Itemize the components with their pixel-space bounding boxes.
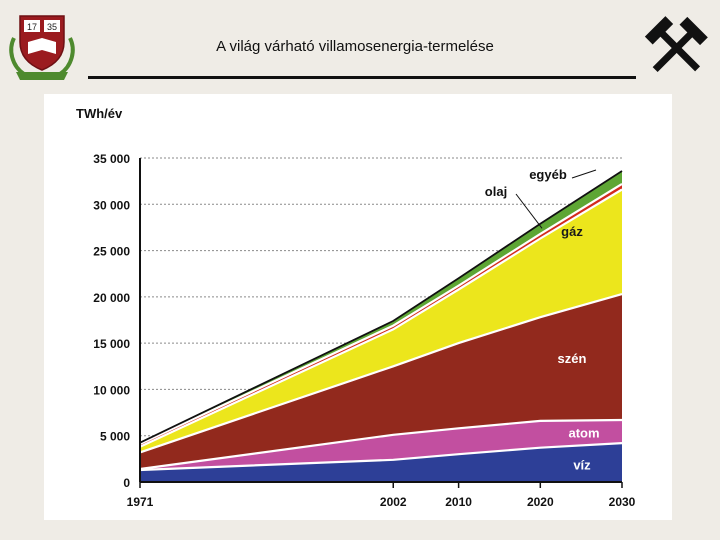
series-boundaries [139, 170, 623, 472]
leader-line-egyeb [571, 169, 597, 179]
boundary-szén [139, 293, 623, 454]
y-tick-label: 20 000 [93, 291, 130, 305]
x-tick-labels: 1971 2002 2010 2020 2030 [127, 495, 636, 509]
boundary-olaj [139, 182, 623, 445]
hammer-and-pick-icon [644, 16, 708, 73]
area-szén [140, 294, 622, 469]
stacked-area-chart: TWh/év 0 5 000 10 000 15 000 20 000 25 000 30 … [76, 106, 636, 509]
series-label-atom: atom [568, 426, 599, 441]
axes [139, 158, 623, 488]
x-tick-label: 2010 [445, 495, 472, 509]
boundary-atom [139, 418, 623, 471]
boundary-víz [139, 442, 623, 472]
y-tick-labels: 0 5 000 10 000 15 000 20 000 25 000 30 000 35 0… [93, 152, 130, 490]
x-tick-label: 1971 [127, 495, 154, 509]
y-tick-label: 0 [123, 476, 130, 490]
series-label-szén: szén [558, 351, 587, 366]
leader-line-olaj [515, 193, 543, 229]
y-tick-label: 30 000 [93, 198, 130, 212]
title-underline [88, 76, 636, 79]
area-víz [140, 443, 622, 482]
series-label-víz: víz [573, 458, 591, 473]
area-atom [140, 420, 622, 470]
x-tick-label: 2020 [527, 495, 554, 509]
series-label-olaj: olaj [485, 184, 507, 199]
x-tick-label: 2030 [609, 495, 636, 509]
chart-panel: TWh/év 0 5 000 10 000 15 000 20 000 25 000 30 … [44, 94, 672, 520]
boundary-egyéb [139, 170, 623, 444]
crest-year-right: 35 [47, 22, 57, 32]
y-axis-label: TWh/év [76, 106, 123, 121]
y-tick-label: 25 000 [93, 245, 130, 259]
series-label-egyéb: egyéb [529, 167, 567, 182]
series-label-gáz: gáz [561, 224, 583, 239]
y-tick-label: 35 000 [93, 152, 130, 166]
y-tick-label: 15 000 [93, 337, 130, 351]
series-labels: víz atom szén gáz olaj egyéb [485, 167, 600, 473]
y-tick-label: 10 000 [93, 383, 130, 397]
crest-year-left: 17 [27, 22, 37, 32]
boundary-gáz [139, 188, 623, 448]
university-crest-logo: 17 35 [9, 15, 75, 80]
slide-title: A világ várható villamosenergia-termelés… [216, 38, 494, 55]
x-tick-label: 2002 [380, 495, 407, 509]
y-tick-label: 5 000 [100, 430, 130, 444]
